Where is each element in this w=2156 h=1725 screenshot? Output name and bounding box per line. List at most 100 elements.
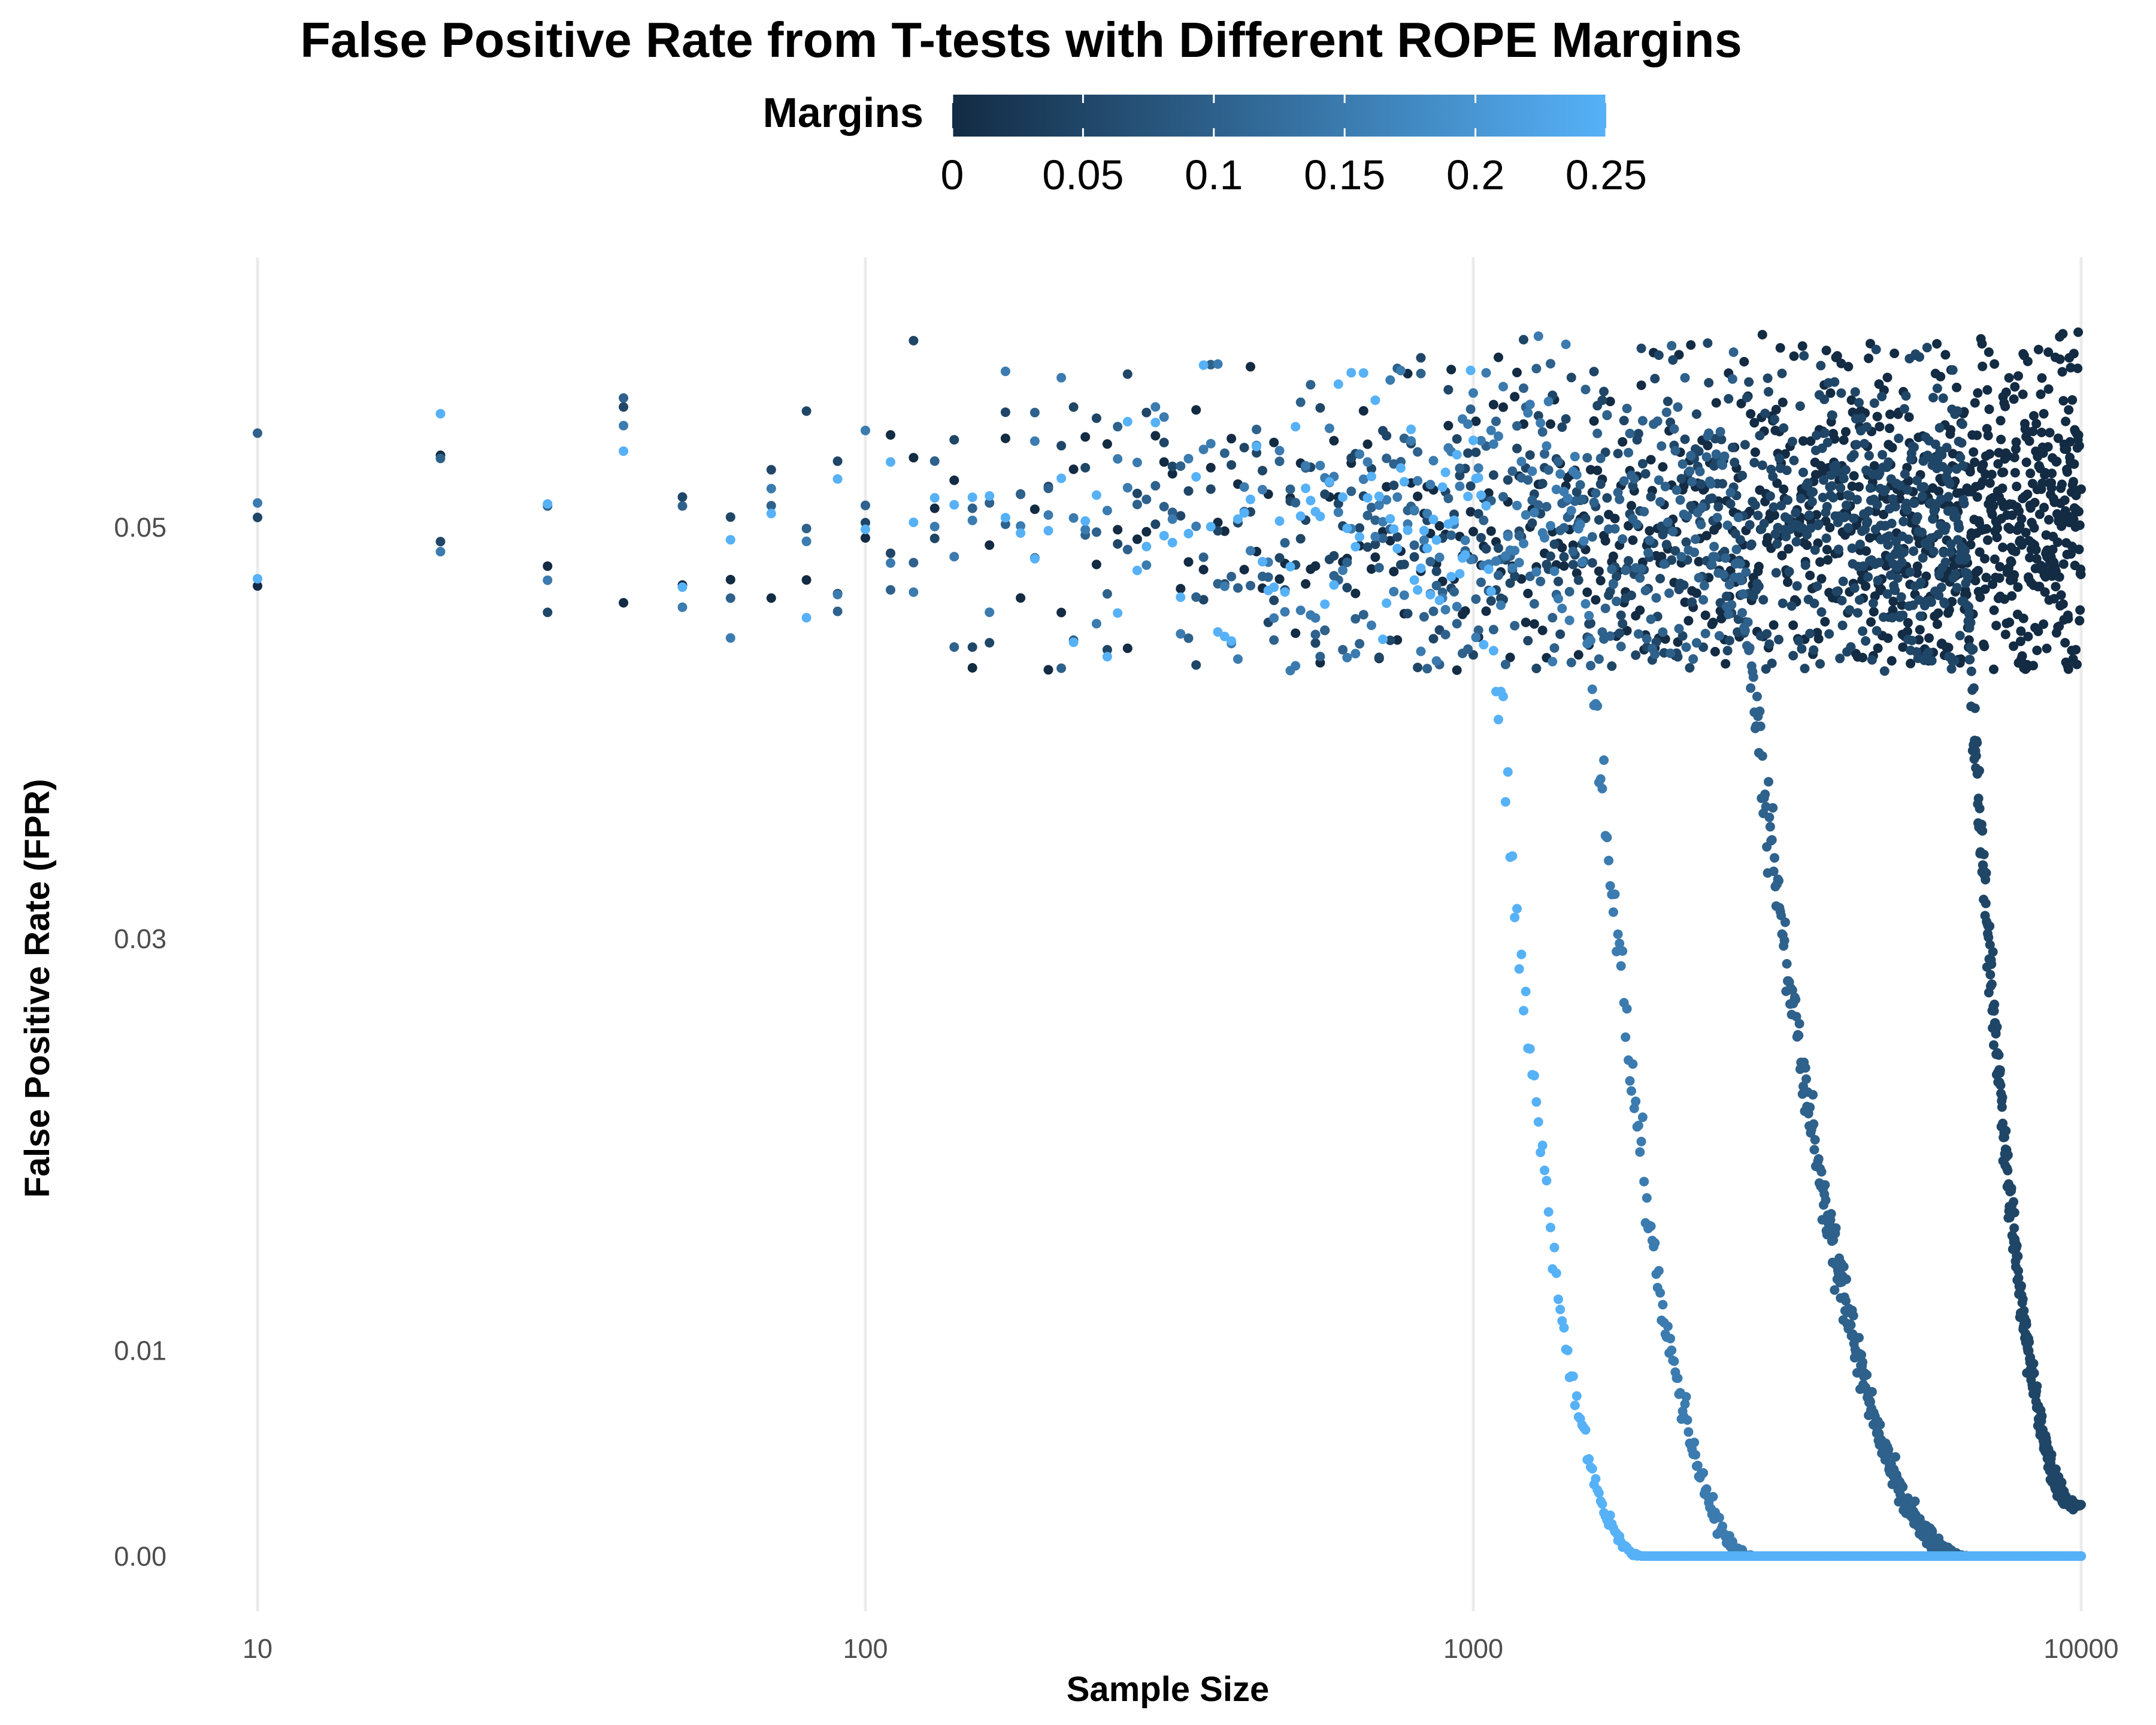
data-point [1622,404,1632,413]
data-point [1519,383,1528,394]
data-point [2076,1500,2086,1510]
data-point [1378,533,1388,543]
data-point [1635,605,1645,615]
data-point [1689,547,1700,558]
data-point [2021,1320,2031,1330]
data-point [1295,511,1306,521]
data-point [1542,441,1552,451]
data-point [1772,539,1782,549]
data-point [1679,580,1689,590]
data-point [1527,518,1537,528]
data-point [1701,1484,1712,1494]
data-point [1000,519,1010,529]
data-point [1403,609,1413,619]
data-point [2074,507,2084,517]
data-point [1846,642,1856,652]
data-point [1709,541,1719,552]
data-point [1594,515,1604,525]
data-point [2038,562,2048,573]
data-point [1563,1345,1573,1355]
data-point [1679,481,1689,491]
data-point [1711,398,1721,408]
data-point [1655,574,1666,583]
data-point [1851,440,1861,450]
data-point [1150,417,1161,428]
data-point [1592,701,1603,711]
data-point [1519,538,1528,549]
data-point [1510,621,1520,631]
data-point [1610,523,1620,534]
data-point [1980,553,1990,564]
data-point [1836,491,1846,501]
data-point [1971,750,1981,761]
data-point [1573,650,1583,660]
data-point [1523,588,1533,598]
data-point [1827,481,1837,491]
data-point [1707,559,1717,570]
data-point [1498,402,1508,412]
data-point [886,457,895,467]
data-point [2029,1368,2039,1378]
data-point [1952,583,1962,593]
data-point [1883,633,1893,643]
data-point [1431,535,1442,545]
data-point [929,493,940,503]
data-point [2072,659,2082,670]
data-point [2016,1281,2026,1291]
data-point [1915,625,1925,635]
data-point [1658,529,1668,540]
data-point [1631,650,1641,660]
data-point [1970,398,1980,408]
data-point [1591,595,1601,605]
data-point [1872,626,1882,636]
data-point [2075,605,2085,615]
data-point [1587,684,1597,694]
data-point [801,575,811,585]
data-point [1597,783,1607,794]
data-point [1934,423,1945,433]
data-point [1972,492,1982,502]
data-point [1636,343,1646,353]
data-point [1416,353,1426,363]
data-point [1825,522,1835,532]
data-point [1926,533,1936,543]
data-point [1746,409,1756,419]
data-point [1113,422,1123,432]
data-point [1113,539,1123,549]
data-point [1519,1006,1528,1016]
data-point [1610,513,1620,523]
data-point [1554,1294,1563,1305]
data-point [2009,1197,2019,1207]
data-point [1985,449,1995,459]
data-point [1122,544,1132,555]
data-point [1994,1050,2004,1060]
data-point [1068,402,1079,412]
data-point [1744,377,1754,387]
data-point [1655,497,1666,507]
data-point [1816,574,1827,584]
data-point [1568,559,1578,570]
data-point [1419,535,1429,545]
data-point [1122,417,1132,426]
data-point [1422,509,1433,519]
data-point [1701,531,1712,541]
data-point [1374,491,1384,501]
legend-colorbar [952,95,1606,137]
data-point [1481,368,1491,378]
data-point [1686,450,1696,461]
data-point [1673,652,1683,662]
data-point [1735,559,1745,569]
data-point [929,533,940,543]
data-point [1866,338,1875,349]
data-point [2053,433,2063,443]
data-point [2073,364,2083,373]
data-point [1546,1222,1555,1233]
data-point [2069,349,2079,359]
data-point [1616,961,1626,971]
data-point [766,501,776,511]
data-point [1600,535,1610,546]
data-point [1906,658,1916,668]
data-point [1760,408,1770,419]
data-point [1771,568,1781,578]
data-point [1274,456,1285,467]
